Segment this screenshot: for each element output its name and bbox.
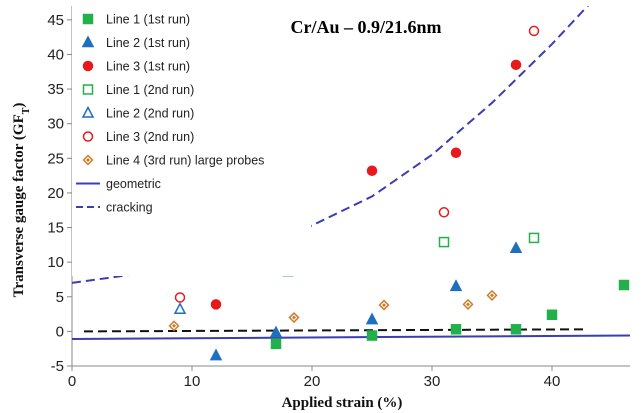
y-tick-label: 30 xyxy=(47,116,64,133)
y-tick-label: 45 xyxy=(47,12,64,29)
legend-background xyxy=(72,6,311,276)
point-6 xyxy=(528,25,540,37)
legend-label: Line 4 (3rd run) large probes xyxy=(106,154,264,168)
y-axis-title-main: Transverse gauge factor (GF xyxy=(11,114,27,297)
x-tick-label: 0 xyxy=(68,373,76,390)
legend-label: Line 1 (1st run) xyxy=(106,13,190,27)
x-axis-title: Applied strain (%) xyxy=(282,395,403,411)
point-2 xyxy=(509,241,523,254)
y-tick-label: 20 xyxy=(47,185,64,202)
legend-label: geometric xyxy=(106,177,161,191)
point-2 xyxy=(365,312,379,325)
y-tick-label: 10 xyxy=(47,254,64,271)
y-tick-label: 0 xyxy=(56,323,64,340)
legend-label: Line 3 (1st run) xyxy=(106,60,190,74)
legend-label: cracking xyxy=(106,201,153,215)
legend-label: Line 2 (1st run) xyxy=(106,36,190,50)
point-3 xyxy=(366,165,378,177)
point-2 xyxy=(449,279,463,292)
point-4 xyxy=(438,236,450,248)
legend-marker xyxy=(82,13,94,25)
y-tick-label: 5 xyxy=(56,289,64,306)
point-1 xyxy=(618,279,630,291)
geometric-line xyxy=(72,334,630,340)
y-axis-title: Transverse gauge factor (GFT) xyxy=(11,103,32,298)
point-6 xyxy=(438,207,450,218)
point-7-center xyxy=(292,315,296,320)
y-tick-label: 40 xyxy=(47,46,64,63)
x-tick-label: 30 xyxy=(424,373,441,390)
legend-label: Line 3 (2nd run) xyxy=(106,130,194,144)
legend-label: Line 2 (2nd run) xyxy=(106,107,194,121)
legend-marker-center xyxy=(86,158,90,162)
point-7-center xyxy=(172,323,176,328)
point-2 xyxy=(209,348,223,361)
legend-marker xyxy=(81,105,95,118)
point-4 xyxy=(528,232,540,244)
chart-title: Cr/Au – 0.9/21.6nm xyxy=(290,17,441,37)
point-7-center xyxy=(382,303,386,308)
legend-marker xyxy=(82,84,94,95)
legend-marker xyxy=(82,131,94,142)
y-axis-title-subscript: T xyxy=(21,107,32,114)
point-1 xyxy=(546,309,558,321)
y-tick-label: 35 xyxy=(47,81,64,98)
point-1 xyxy=(366,330,378,341)
point-3 xyxy=(510,59,522,71)
point-3 xyxy=(210,299,222,310)
point-1 xyxy=(450,324,462,335)
legend-marker xyxy=(82,60,94,72)
reference-line xyxy=(83,328,589,333)
point-1 xyxy=(510,324,522,335)
y-tick-label: -5 xyxy=(51,358,64,375)
legend: Line 1 (1st run) Line 2 (1st run) Line 3 (… xyxy=(76,13,264,215)
point-2 xyxy=(269,325,283,338)
y-axis-title-close: ) xyxy=(11,103,27,108)
point-6 xyxy=(174,292,186,303)
x-tick-label: 10 xyxy=(184,373,201,390)
legend-marker xyxy=(81,35,95,48)
x-tick-label: 40 xyxy=(544,373,561,390)
point-7-center xyxy=(490,293,494,298)
point-7-center xyxy=(466,302,470,307)
point-1 xyxy=(270,338,282,350)
point-3 xyxy=(450,147,462,159)
legend-label: Line 1 (2nd run) xyxy=(106,83,194,97)
y-tick-label: 25 xyxy=(47,150,64,167)
point-5 xyxy=(173,302,187,314)
y-tick-label: 15 xyxy=(47,220,64,237)
x-tick-label: 20 xyxy=(304,373,321,390)
